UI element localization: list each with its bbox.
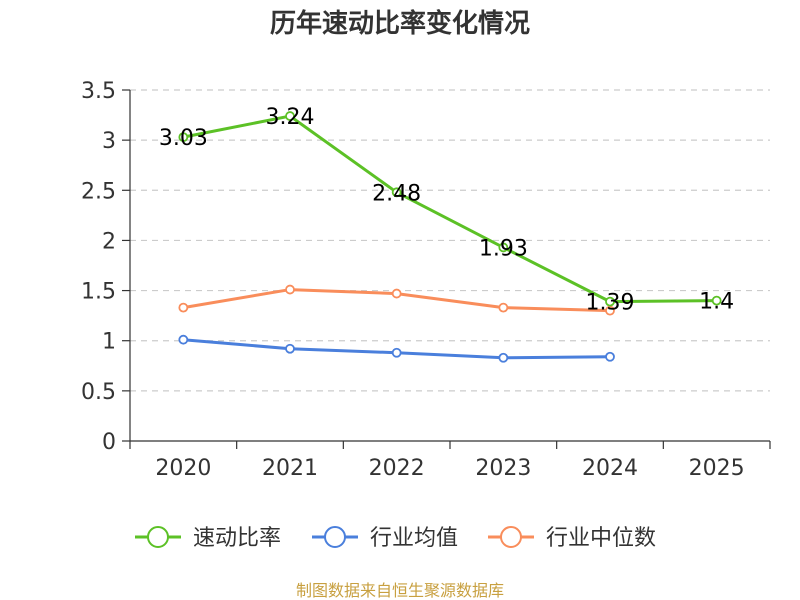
legend-item-2[interactable]: 行业中位数 <box>488 526 656 551</box>
y-tick-label: 2 <box>102 229 116 254</box>
legend-label: 行业中位数 <box>546 526 656 551</box>
x-tick-label-2020: 2020 <box>155 456 211 481</box>
data-point-s1-2021[interactable] <box>285 343 295 354</box>
data-point-s1-2024[interactable] <box>605 351 615 362</box>
data-point-s0-2021[interactable] <box>285 111 295 121</box>
data-point-s2-2023[interactable] <box>498 302 509 313</box>
x-tick-label-2023: 2023 <box>475 456 531 481</box>
data-label-2024: 1.39 <box>586 291 635 316</box>
data-point-s1-2022[interactable] <box>391 347 402 358</box>
y-tick-label: 3 <box>102 129 116 154</box>
y-tick-label: 2.5 <box>81 179 116 204</box>
data-point-s2-2020[interactable] <box>178 302 189 313</box>
data-point-s2-2022[interactable] <box>391 288 402 299</box>
data-point-s0-2025[interactable] <box>711 295 722 306</box>
legend-item-1[interactable]: 行业均值 <box>312 526 458 551</box>
x-tick-label-2021: 2021 <box>262 456 318 481</box>
chart-title: 历年速动比率变化情况 <box>270 8 530 39</box>
data-point-s0-2022[interactable] <box>391 187 402 198</box>
data-label-2022: 2.48 <box>372 181 421 206</box>
series-points <box>178 111 722 363</box>
data-label-2021: 3.24 <box>266 105 315 130</box>
legend-marker <box>147 526 169 548</box>
y-tick-label: 1.5 <box>81 280 116 305</box>
data-label-2025: 1.4 <box>699 290 734 315</box>
data-point-s0-2020[interactable] <box>178 132 189 143</box>
legend-label: 行业均值 <box>370 526 458 551</box>
legend-label: 速动比率 <box>193 526 281 551</box>
legend-marker <box>324 526 346 548</box>
data-point-s2-2021[interactable] <box>285 284 295 295</box>
series-line-0 <box>183 114 717 304</box>
data-point-s1-2020[interactable] <box>178 334 189 345</box>
data-label-2023: 1.93 <box>479 236 528 261</box>
x-tick-label-2025: 2025 <box>689 456 745 481</box>
series-lines <box>183 114 717 360</box>
legend-marker <box>500 526 522 548</box>
y-tick-label: 0 <box>102 430 116 455</box>
data-label-2020: 3.03 <box>159 126 208 151</box>
legend[interactable]: 速动比率 行业均值 行业中位数 <box>135 526 656 551</box>
data-point-s2-2024[interactable] <box>605 305 615 316</box>
y-tick-label: 3.5 <box>81 79 116 104</box>
data-point-s0-2023[interactable] <box>498 242 509 253</box>
y-tick-label: 1 <box>102 330 116 355</box>
legend-item-0[interactable]: 速动比率 <box>135 526 281 551</box>
data-point-s1-2023[interactable] <box>498 352 509 363</box>
x-tick-label-2024: 2024 <box>582 456 638 481</box>
axes: 0 0.5 1 1.5 2 2.5 3 3.5 2020 2021 2022 2023 2024 2025 <box>81 79 771 481</box>
x-tick-label-2022: 2022 <box>369 456 425 481</box>
grid-lines <box>130 89 770 392</box>
data-labels: 3.03 3.24 2.48 1.93 1.39 1.4 <box>159 105 734 316</box>
source-note: 制图数据来自恒生聚源数据库 <box>296 581 504 600</box>
y-tick-label: 0.5 <box>81 380 116 405</box>
data-point-s0-2024[interactable] <box>605 296 615 307</box>
